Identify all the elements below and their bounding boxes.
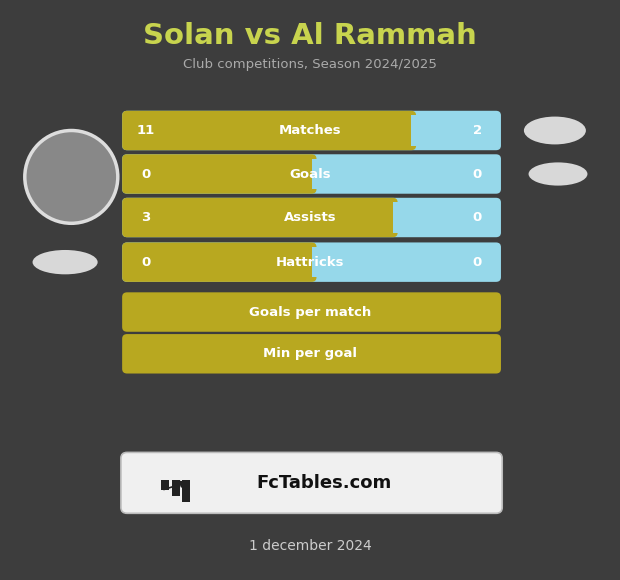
Text: 0: 0 [141, 168, 150, 180]
Text: 0: 0 [473, 168, 482, 180]
FancyBboxPatch shape [122, 198, 501, 237]
Text: Assists: Assists [284, 211, 336, 224]
FancyBboxPatch shape [122, 111, 501, 150]
FancyBboxPatch shape [122, 111, 416, 150]
Text: Goals per match: Goals per match [249, 306, 371, 318]
Bar [411, 115, 496, 146]
Text: 11: 11 [136, 124, 155, 137]
Text: Min per goal: Min per goal [263, 347, 357, 360]
Ellipse shape [32, 250, 97, 274]
FancyBboxPatch shape [122, 198, 397, 237]
Text: 0: 0 [141, 256, 150, 269]
Text: Hattricks: Hattricks [276, 256, 344, 269]
Text: 0: 0 [473, 211, 482, 224]
FancyBboxPatch shape [122, 292, 501, 332]
Bar [311, 159, 496, 189]
Bar [311, 247, 496, 277]
FancyBboxPatch shape [122, 242, 501, 282]
Ellipse shape [25, 130, 118, 223]
Bar [392, 202, 496, 233]
FancyBboxPatch shape [182, 480, 190, 502]
FancyBboxPatch shape [172, 480, 180, 496]
Text: Club competitions, Season 2024/2025: Club competitions, Season 2024/2025 [183, 59, 437, 71]
Ellipse shape [524, 117, 586, 144]
Text: Solan vs Al Rammah: Solan vs Al Rammah [143, 22, 477, 50]
FancyBboxPatch shape [122, 242, 316, 282]
Text: Matches: Matches [278, 124, 342, 137]
FancyBboxPatch shape [122, 334, 501, 374]
FancyBboxPatch shape [122, 154, 316, 194]
Text: 3: 3 [141, 211, 150, 224]
Text: 1 december 2024: 1 december 2024 [249, 539, 371, 553]
Text: FcTables.com: FcTables.com [256, 474, 392, 492]
Ellipse shape [528, 162, 588, 186]
Text: 0: 0 [473, 256, 482, 269]
FancyBboxPatch shape [161, 480, 169, 490]
FancyBboxPatch shape [122, 154, 501, 194]
Text: Goals: Goals [289, 168, 331, 180]
FancyBboxPatch shape [121, 452, 502, 513]
Text: 2: 2 [473, 124, 482, 137]
